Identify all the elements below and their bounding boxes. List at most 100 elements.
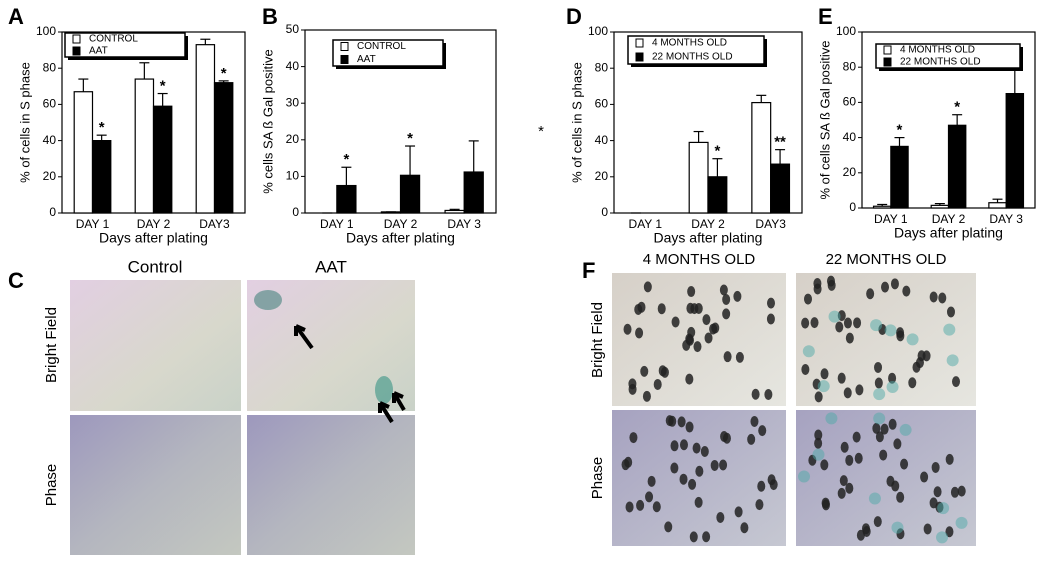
nucleus <box>845 454 854 466</box>
nucleus <box>764 388 773 400</box>
nucleus <box>896 491 905 503</box>
stain <box>884 324 897 337</box>
nucleus <box>722 432 731 444</box>
significance: ** <box>774 134 786 151</box>
micrograph <box>612 273 786 406</box>
y-tick-label: 40 <box>43 133 57 147</box>
nucleus <box>687 326 696 338</box>
y-tick-label: 0 <box>292 205 299 219</box>
x-tick-label: DAY 1 <box>629 217 663 231</box>
y-axis-label: % of cells in S phase <box>17 62 32 183</box>
nucleus <box>657 303 666 315</box>
stain <box>828 310 841 323</box>
row-title: Bright Field <box>43 307 60 383</box>
nucleus <box>890 278 899 290</box>
legend-swatch <box>635 52 644 62</box>
nucleus <box>814 391 823 403</box>
nucleus <box>835 321 844 333</box>
nucleus <box>929 497 938 509</box>
nucleus <box>628 383 637 395</box>
nucleus <box>880 423 889 435</box>
nucleus <box>687 286 696 298</box>
x-axis-label: Days after plating <box>894 225 1003 241</box>
stain <box>817 380 830 393</box>
legend-label: 22 MONTHS OLD <box>900 57 981 68</box>
x-tick-label: DAY3 <box>755 217 786 231</box>
micrograph <box>70 280 241 411</box>
nucleus <box>719 459 728 471</box>
nucleus <box>950 486 959 498</box>
arrow <box>392 391 406 412</box>
nucleus <box>931 461 940 473</box>
nucleus <box>723 351 732 363</box>
legend-swatch <box>883 45 892 55</box>
nucleus <box>733 290 742 302</box>
nucleus <box>647 475 656 487</box>
bar <box>930 204 950 209</box>
nucleus <box>670 462 679 474</box>
bar <box>463 171 484 214</box>
nucleus <box>702 531 711 543</box>
y-tick-label: 20 <box>843 165 857 179</box>
micrograph <box>612 410 786 546</box>
nucleus <box>653 378 662 390</box>
nucleus <box>629 432 638 444</box>
bar <box>890 145 909 209</box>
row-title: Phase <box>43 464 60 507</box>
x-tick-label: DAY 3 <box>447 217 481 231</box>
y-tick-label: 10 <box>286 169 300 183</box>
nucleus <box>671 316 680 328</box>
legend-swatch <box>72 34 81 44</box>
nucleus <box>747 433 756 445</box>
stain <box>873 388 886 401</box>
nucleus <box>881 281 890 293</box>
nucleus <box>861 523 870 535</box>
stain <box>891 521 904 534</box>
significance: * <box>407 130 413 147</box>
nucleus <box>888 418 897 430</box>
stain <box>886 381 899 394</box>
bar <box>152 105 173 214</box>
nucleus <box>853 317 862 329</box>
y-tick-label: 40 <box>843 130 857 144</box>
nucleus <box>685 373 694 385</box>
nucleus <box>920 471 929 483</box>
significance: * <box>343 151 349 168</box>
bar <box>444 209 465 214</box>
legend <box>332 39 444 67</box>
column-title: AAT <box>315 257 347 276</box>
nucleus <box>820 368 829 380</box>
nucleus <box>810 317 819 329</box>
significance: * <box>897 122 903 139</box>
nucleus <box>658 365 667 377</box>
bar <box>947 124 967 209</box>
x-tick-label: DAY 1 <box>874 212 908 226</box>
y-axis-label: % of cells SA ß Gal positive <box>817 41 832 200</box>
nucleus <box>813 283 822 295</box>
nucleus <box>700 445 709 457</box>
nucleus <box>938 292 947 304</box>
x-tick-label: DAY 2 <box>137 217 171 231</box>
bar <box>336 184 357 214</box>
nucleus <box>625 501 634 513</box>
significance: * <box>160 78 166 95</box>
x-tick-label: DAY 2 <box>932 212 966 226</box>
nucleus <box>704 332 713 344</box>
nucleus <box>702 314 711 326</box>
nucleus <box>820 459 829 471</box>
nucleus <box>875 431 884 443</box>
nucleus <box>722 293 731 305</box>
micrograph <box>247 415 415 555</box>
nucleus <box>664 521 673 533</box>
stain <box>906 333 919 346</box>
y-tick-label: 80 <box>843 59 857 73</box>
y-tick-label: 40 <box>286 59 300 73</box>
cells <box>621 275 968 544</box>
x-tick-label: DAY 2 <box>691 217 725 231</box>
stain <box>802 345 815 358</box>
legend-label: CONTROL <box>89 34 138 45</box>
y-axis-label: % of cells in S phase <box>569 62 584 183</box>
column-title: 22 MONTHS OLD <box>826 251 947 268</box>
x-axis-label: Days after plating <box>346 230 455 246</box>
nucleus <box>719 284 728 296</box>
